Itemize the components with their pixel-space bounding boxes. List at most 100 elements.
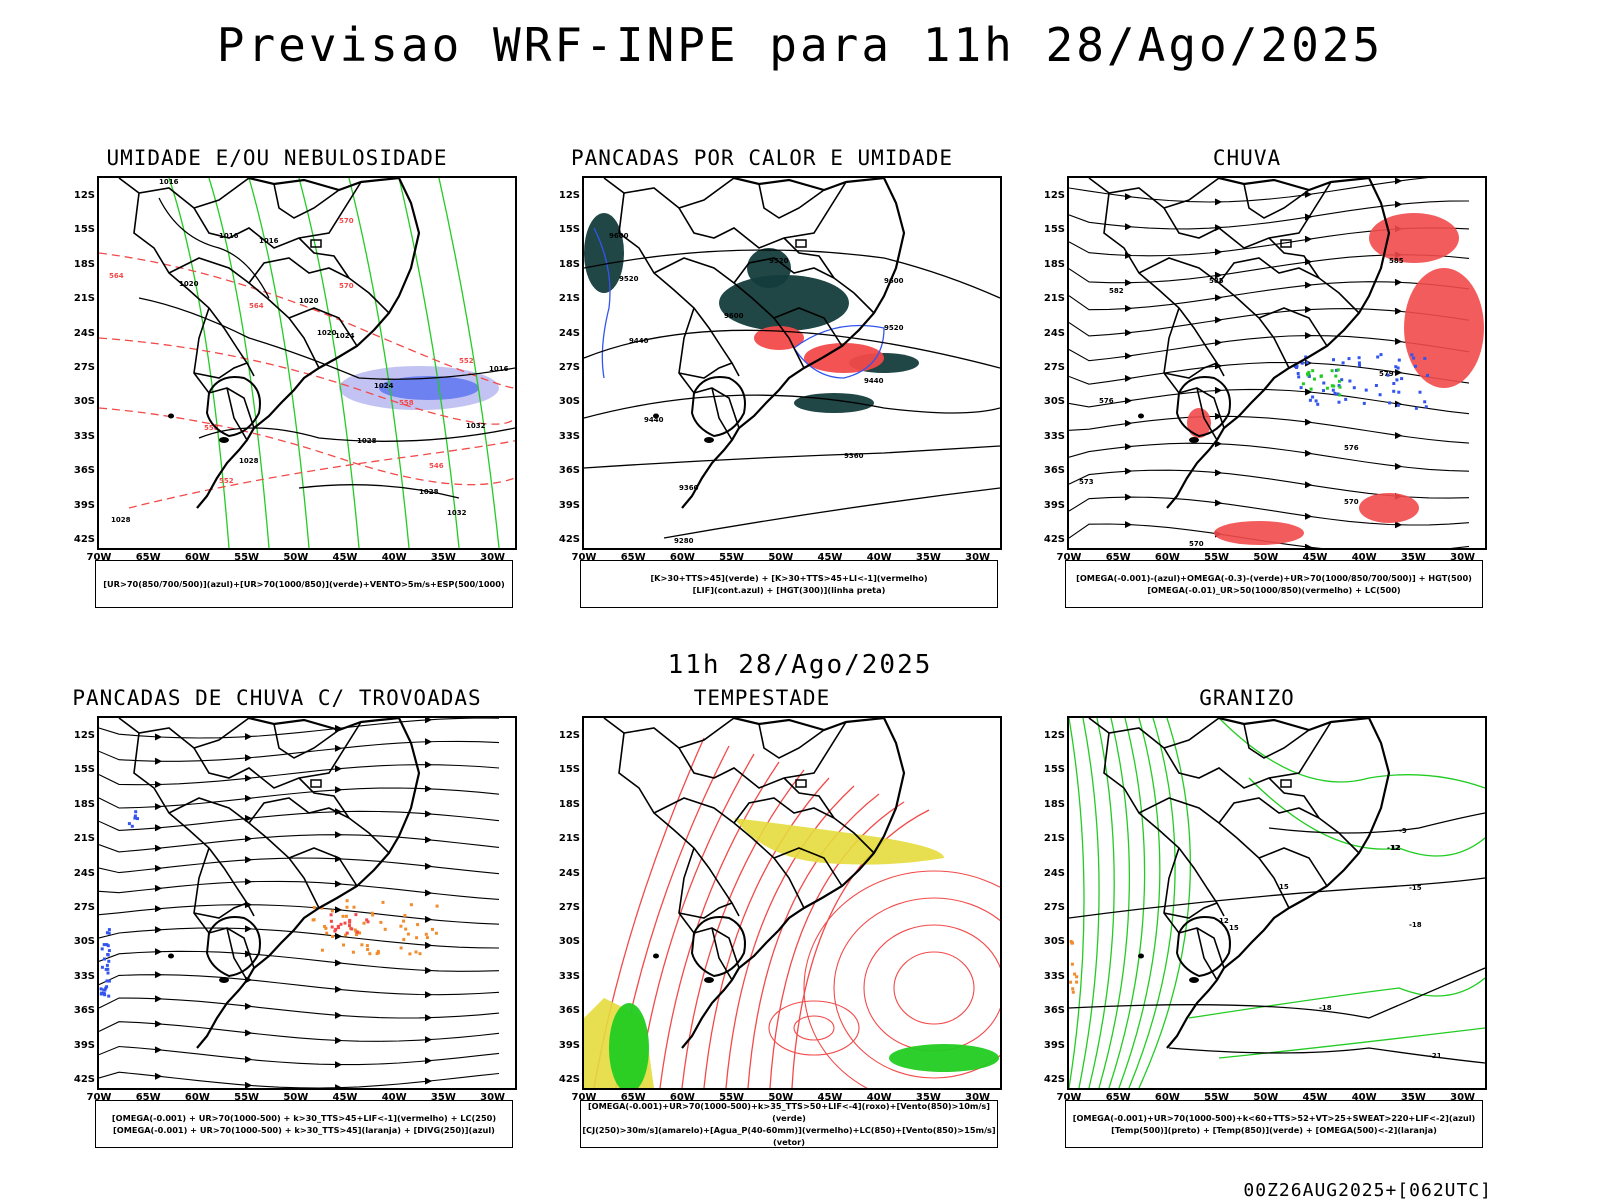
lat-tick-label: 30S — [1043, 936, 1065, 948]
instability-area-laranja — [320, 906, 324, 910]
omega-area-azul — [1397, 390, 1401, 394]
streamline — [637, 753, 755, 1088]
omega-area-azul — [1299, 386, 1303, 390]
omega-area-verde — [1319, 374, 1323, 378]
streamline-arrow — [424, 718, 433, 724]
isobar-label: 1028 — [111, 516, 131, 524]
lon-tick-label: 70W — [571, 1092, 597, 1103]
omega-area-laranja — [1070, 962, 1074, 966]
lat-tick-label: 33S — [558, 970, 580, 982]
omega-area-azul — [1352, 386, 1356, 390]
panel-chuva: CHUVA 585 585 582 579 576 576 573 570 570 [OMEGA… — [1007, 146, 1487, 626]
divergence-area-azul — [130, 824, 134, 828]
country-border — [783, 777, 835, 819]
lon-tick-label: 55W — [1204, 552, 1230, 563]
instability-area-laranja — [381, 900, 385, 904]
hgt300-label: 9600 — [724, 312, 744, 320]
thickness-label: 546 — [429, 462, 444, 470]
instability-area-laranja — [435, 904, 439, 908]
divergence-area-azul — [136, 817, 139, 821]
streamline-arrow — [244, 1055, 253, 1063]
isobar — [298, 484, 460, 499]
streamline-arrow — [1214, 412, 1223, 420]
omega-area-azul — [1426, 373, 1429, 377]
streamline — [99, 1071, 500, 1088]
lat-tick-label: 42S — [558, 534, 580, 545]
wind-area-verde — [609, 1003, 649, 1088]
lake — [219, 437, 229, 443]
country-border — [193, 181, 362, 249]
temperature-label: -9 — [1399, 827, 1407, 835]
streamline-arrow — [1394, 462, 1403, 470]
instability-area-laranja — [376, 951, 380, 955]
divergence-area-azul — [107, 979, 111, 983]
omega-area-azul — [1344, 397, 1348, 401]
lon-tick-label: 45W — [332, 552, 358, 563]
lat-tick-label: 15S — [558, 764, 580, 776]
streamline-arrow — [1124, 193, 1133, 201]
streamline — [1069, 442, 1470, 472]
instability-area-laranja — [351, 950, 355, 954]
divergence-area-azul — [105, 979, 109, 983]
streamline-arrow — [154, 824, 163, 832]
omega-area-verde — [1334, 374, 1338, 378]
isobar — [138, 297, 515, 380]
instability-area-vermelho — [330, 925, 334, 929]
omega-area-verde — [1313, 377, 1316, 381]
streamline-arrow — [334, 1037, 343, 1044]
isobar-label: 1020 — [299, 297, 319, 305]
instability-area-vermelho — [336, 924, 340, 928]
hgt500-label: 570 — [1344, 498, 1359, 506]
omega-area-laranja — [1071, 987, 1075, 991]
temp850-line — [1128, 718, 1176, 1088]
isobar-label: 1020 — [179, 280, 199, 288]
streamline-arrow — [244, 814, 253, 822]
streamline-arrow — [1124, 374, 1133, 382]
map-area — [582, 716, 1002, 1090]
streamline-arrow — [334, 906, 343, 914]
streamline-arrow — [154, 1020, 163, 1028]
omega-area-azul — [1412, 356, 1416, 360]
lon-tick-label: 65W — [1105, 1092, 1131, 1103]
lat-tick-label: 15S — [1043, 224, 1065, 236]
country-border — [168, 257, 320, 369]
omega-area-azul — [1305, 361, 1309, 365]
hgt500-label: 573 — [1079, 478, 1094, 486]
country-border — [298, 237, 350, 279]
coastline — [196, 718, 421, 1049]
lat-tick-label: 27S — [1043, 902, 1065, 913]
streamline-arrow — [244, 878, 253, 886]
lon-tick-label: 50W — [768, 552, 794, 563]
lon-tick-label: 30W — [1450, 552, 1476, 563]
uruguay-border — [1175, 376, 1231, 438]
lat-tick-label: 27S — [1043, 362, 1065, 373]
divergence-area-azul — [107, 928, 111, 932]
temperature-label: 12 — [1391, 844, 1401, 852]
lon-tick-label: 60W — [184, 552, 210, 563]
lake — [1138, 953, 1144, 959]
streamline-arrow — [1304, 512, 1313, 520]
omega-area-azul — [1357, 356, 1361, 360]
lon-tick-label: 40W — [1351, 552, 1377, 563]
streamline — [1069, 200, 1470, 230]
isobar — [198, 427, 515, 442]
temp850-line — [1248, 777, 1485, 857]
streamline-arrow — [244, 835, 253, 843]
lat-tick-label: 12S — [73, 730, 95, 741]
omega-area-azul — [1316, 402, 1320, 406]
instability-area-laranja — [365, 944, 369, 948]
streamline — [659, 761, 780, 1088]
streamline — [99, 834, 500, 853]
omega-area-azul — [1394, 365, 1398, 369]
temp850-line — [1218, 718, 1485, 789]
hgt300-line — [584, 445, 1000, 469]
omega-area-laranja — [1075, 975, 1079, 979]
country-border — [118, 718, 250, 749]
streamline — [1069, 496, 1470, 526]
coastline — [681, 718, 906, 1049]
streamline — [99, 974, 500, 996]
map-area: 585 585 582 579 576 576 573 570 570 — [1067, 176, 1487, 550]
country-border — [618, 192, 740, 377]
streamline-arrow — [1394, 307, 1403, 315]
hgt500-label: 579 — [1379, 370, 1394, 378]
